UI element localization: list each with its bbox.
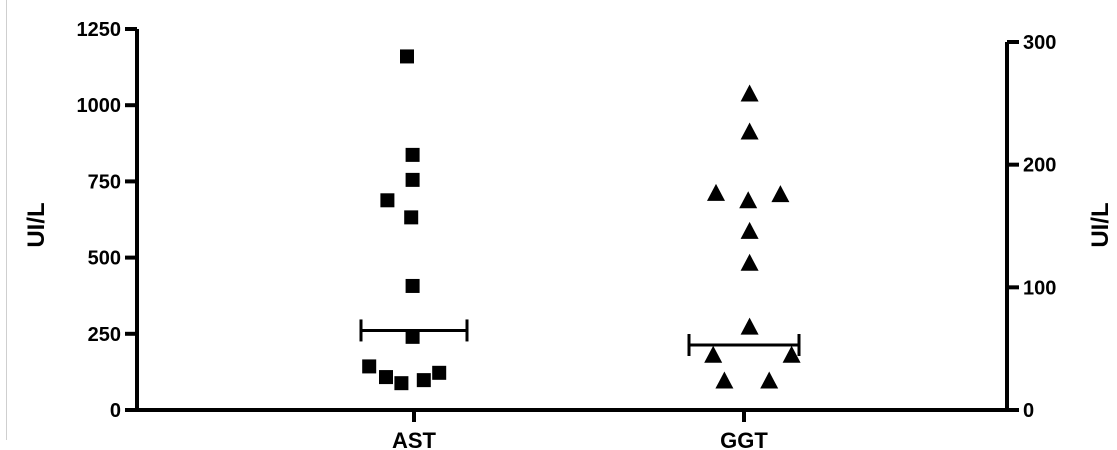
ast-data-point xyxy=(432,365,447,380)
ast-data-point xyxy=(405,172,420,187)
ggt-data-point xyxy=(760,371,779,389)
ggt-data-point xyxy=(739,191,758,209)
ggt-data-point xyxy=(715,371,734,389)
right-axis-title: UI/L xyxy=(1087,202,1114,247)
ast-data-point xyxy=(362,359,377,374)
x-tick-label-ggt: GGT xyxy=(720,428,768,450)
left-tick-label: 750 xyxy=(88,171,121,193)
ast-data-point xyxy=(416,373,431,388)
right-tick-label: 200 xyxy=(1023,155,1056,177)
right-tick-label: 0 xyxy=(1023,400,1034,422)
ggt-data-point xyxy=(740,84,759,102)
ggt-data-point xyxy=(704,345,723,363)
left-axis-title: UI/L xyxy=(23,202,50,247)
right-tick-label: 300 xyxy=(1023,32,1056,54)
ast-data-point xyxy=(380,193,395,208)
left-tick-label: 1000 xyxy=(77,95,122,117)
ast-data-point xyxy=(394,376,409,391)
ast-data-point xyxy=(405,278,420,293)
right-tick-label: 100 xyxy=(1023,277,1056,299)
ast-data-point xyxy=(405,147,420,162)
left-tick-label: 0 xyxy=(110,400,121,422)
ggt-data-point xyxy=(740,253,759,271)
ast-data-point xyxy=(379,370,393,385)
ggt-data-point xyxy=(771,185,790,203)
x-tick-label-ast: AST xyxy=(392,428,437,450)
ggt-data-point xyxy=(707,183,725,201)
left-tick-label: 250 xyxy=(88,324,121,346)
left-tick-label: 500 xyxy=(88,248,121,270)
ggt-data-point xyxy=(740,317,759,335)
ggt-data-point xyxy=(782,345,801,363)
ast-data-point xyxy=(400,49,414,64)
ast-data-point xyxy=(405,329,420,344)
ast-data-point xyxy=(404,210,419,225)
frame-border xyxy=(6,0,7,440)
ggt-data-point xyxy=(740,221,759,239)
left-tick-label: 1250 xyxy=(77,19,122,41)
ggt-data-point xyxy=(740,122,759,140)
